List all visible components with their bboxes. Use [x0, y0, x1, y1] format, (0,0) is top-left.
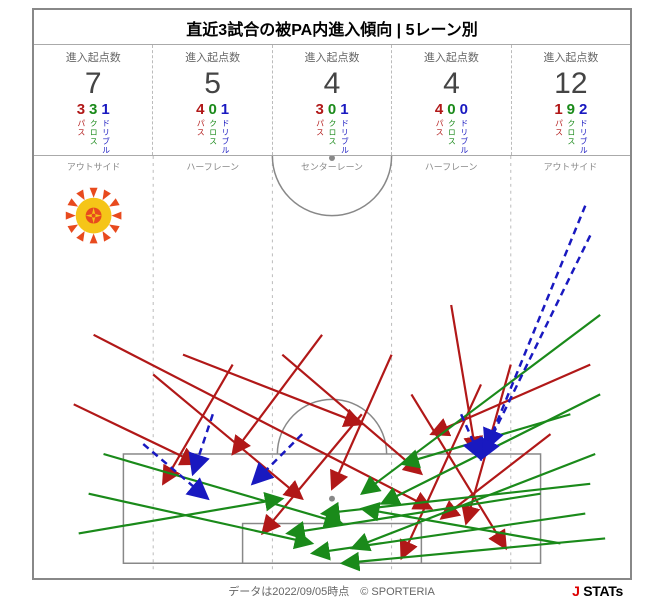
pitch-area: アウトサイド ハーフレーン センターレーン ハーフレーン アウトサイド — [34, 156, 630, 576]
lane-total: 12 — [554, 67, 587, 100]
pitch-svg: アウトサイド ハーフレーン センターレーン ハーフレーン アウトサイド — [34, 156, 630, 573]
arrow-pass — [451, 305, 476, 454]
breakdown-label: ドリブル — [579, 119, 587, 155]
breakdown-label: ドリブル — [460, 119, 468, 155]
breakdown-item: 0ドリブル — [460, 102, 468, 155]
breakdown-item: 0クロス — [208, 102, 216, 155]
brand-logo: J STATs — [572, 583, 623, 599]
lane-breakdown: 3パス 3クロス 1ドリブル — [77, 102, 110, 155]
lane-stat: 進入起点数 12 1パス 9クロス 2ドリブル — [512, 45, 630, 155]
breakdown-item: 4パス — [196, 102, 204, 155]
lane-header-label: 進入起点数 — [305, 49, 360, 65]
breakdown-label: パス — [316, 119, 324, 137]
arrow-pass — [332, 355, 392, 489]
breakdown-label: クロス — [209, 119, 217, 146]
arrow-pass — [282, 355, 421, 474]
lane-stat: 進入起点数 73パス 3クロス 1ドリブル — [34, 45, 153, 155]
chart-card: 直近3試合の被PA内進入傾向 | 5レーン別 進入起点数73パス3クロス1ドリブ… — [32, 8, 632, 580]
lane-stat: 進入起点数 44パス 0クロス 0ドリブル — [392, 45, 511, 155]
breakdown-item: 2ドリブル — [579, 102, 587, 155]
lane-header-label: 進入起点数 — [543, 49, 598, 65]
lane-total: 4 — [443, 67, 460, 100]
arrow-cross — [104, 454, 342, 524]
arrow-dribble — [486, 206, 585, 449]
breakdown-item: 9クロス — [567, 102, 575, 155]
breakdown-item: 0クロス — [447, 102, 455, 155]
team-badge-icon — [66, 188, 122, 244]
arrow-dribble — [193, 414, 213, 474]
brand-j: J — [572, 583, 580, 599]
lane-stats-row: 進入起点数73パス3クロス1ドリブル進入起点数54パス0クロス1ドリブル進入起点… — [34, 44, 630, 156]
breakdown-item: 3クロス — [89, 102, 97, 155]
lane-total: 4 — [324, 67, 341, 100]
breakdown-item: 1ドリブル — [221, 102, 229, 155]
breakdown-label: パス — [77, 119, 85, 137]
footer-text: データは2022/09/05時点 © SPORTERIA — [0, 583, 663, 599]
arrow-cross — [79, 499, 283, 534]
lane-name: ハーフレーン — [425, 162, 478, 172]
breakdown-item: 3パス — [77, 102, 85, 155]
arrow-pass — [163, 365, 233, 484]
breakdown-item: 1パス — [554, 102, 562, 155]
lane-breakdown: 4パス 0クロス 1ドリブル — [196, 102, 229, 155]
breakdown-item: 0クロス — [328, 102, 336, 155]
lane-name: センターレーン — [301, 162, 363, 172]
arrow-pass — [94, 335, 432, 509]
arrow-cross — [312, 514, 585, 554]
arrow-pass — [402, 384, 481, 558]
lane-header-label: 進入起点数 — [66, 49, 121, 65]
lane-breakdown: 4パス 0クロス 0ドリブル — [435, 102, 468, 155]
breakdown-label: ドリブル — [221, 119, 229, 155]
breakdown-label: クロス — [567, 119, 575, 146]
breakdown-item: 1ドリブル — [340, 102, 348, 155]
breakdown-label: パス — [554, 119, 562, 137]
chart-container: 直近3試合の被PA内進入傾向 | 5レーン別 進入起点数73パス3クロス1ドリブ… — [0, 0, 663, 611]
breakdown-item: 3パス — [316, 102, 324, 155]
breakdown-item: 1ドリブル — [101, 102, 109, 155]
lane-breakdown: 3パス 0クロス 1ドリブル — [316, 102, 349, 155]
breakdown-label: ドリブル — [102, 119, 110, 155]
arrow-cross — [89, 494, 312, 544]
lane-name: アウトサイド — [67, 162, 121, 172]
lane-total: 7 — [85, 67, 102, 100]
lane-total: 5 — [204, 67, 221, 100]
lane-stat: 進入起点数 54パス 0クロス 1ドリブル — [153, 45, 272, 155]
arrow-pass — [233, 335, 322, 454]
lane-header-label: 進入起点数 — [424, 49, 479, 65]
lane-header-label: 進入起点数 — [185, 49, 240, 65]
breakdown-label: ドリブル — [340, 119, 348, 155]
breakdown-label: パス — [435, 119, 443, 137]
breakdown-label: パス — [196, 119, 204, 137]
breakdown-label: クロス — [447, 119, 455, 146]
breakdown-label: クロス — [328, 119, 336, 146]
breakdown-label: クロス — [89, 119, 97, 146]
arrow-dribble — [253, 434, 303, 484]
brand-stats: STATs — [583, 583, 623, 599]
lane-stat: 進入起点数 43パス 0クロス 1ドリブル — [273, 45, 392, 155]
chart-title: 直近3試合の被PA内進入傾向 | 5レーン別 — [34, 10, 630, 44]
lane-name: アウトサイド — [544, 162, 598, 172]
breakdown-item: 4パス — [435, 102, 443, 155]
lane-name: ハーフレーン — [187, 162, 240, 172]
lane-breakdown: 1パス 9クロス 2ドリブル — [554, 102, 587, 155]
